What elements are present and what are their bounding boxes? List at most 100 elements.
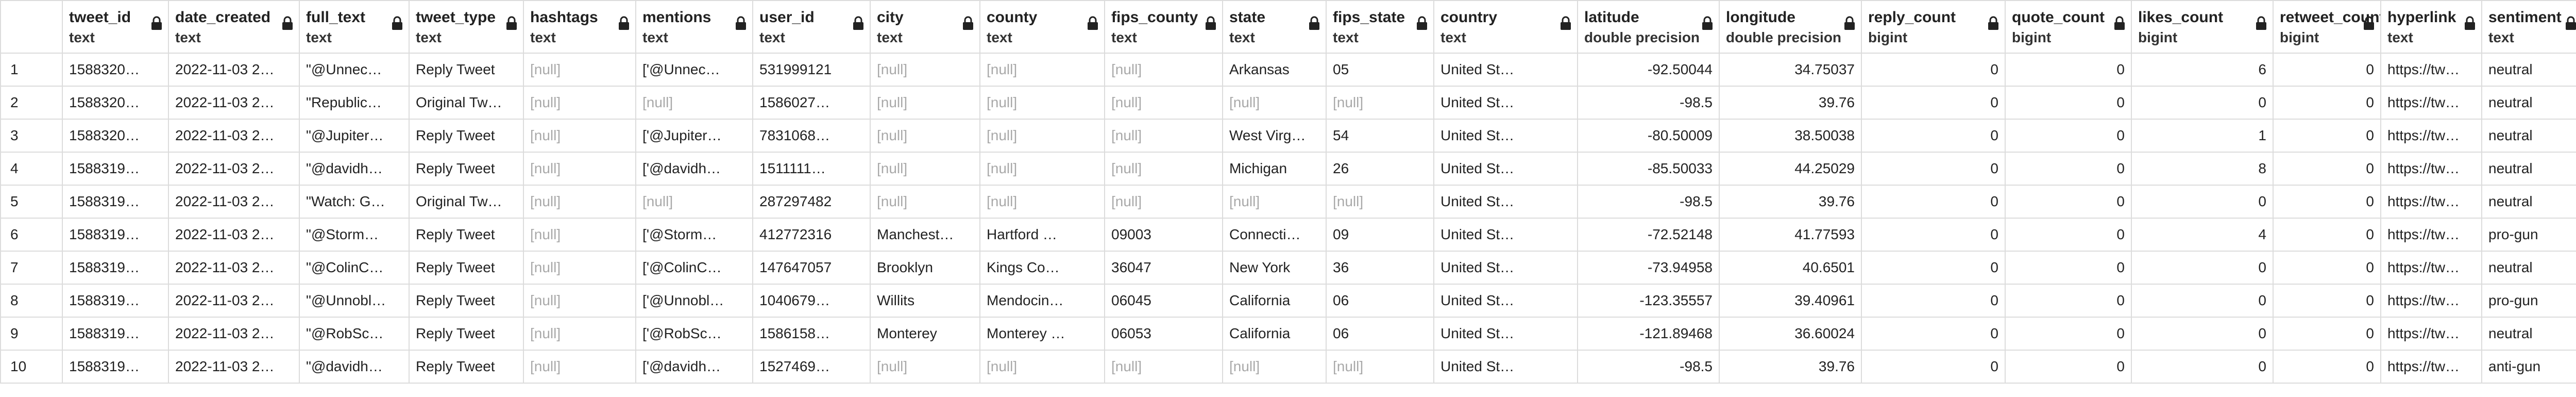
cell-latitude[interactable]: -98.5: [1577, 86, 1720, 120]
cell-full-text[interactable]: "Watch: G…: [299, 185, 410, 219]
cell-tweet-type[interactable]: Reply Tweet: [409, 218, 524, 252]
cell-tweet-id[interactable]: 1588319…: [62, 317, 169, 351]
cell-quote-count[interactable]: 0: [2005, 119, 2132, 153]
cell-state[interactable]: California: [1222, 317, 1327, 351]
cell-city[interactable]: [null]: [870, 53, 980, 87]
column-header-quote-count[interactable]: quote_count bigint: [2005, 0, 2132, 54]
table-row[interactable]: 8 1588319… 2022-11-03 2… "@Unnobl… Reply Twe…: [0, 284, 2576, 318]
table-row[interactable]: 9 1588319… 2022-11-03 2… "@RobSc… Reply Twee…: [0, 317, 2576, 351]
cell-mentions[interactable]: ['@Unnec…: [635, 53, 753, 87]
row-number[interactable]: 9: [0, 317, 63, 351]
cell-date-created[interactable]: 2022-11-03 2…: [168, 185, 300, 219]
cell-fips-county[interactable]: [null]: [1104, 53, 1223, 87]
cell-retweet-counts[interactable]: 0: [2273, 119, 2381, 153]
cell-city[interactable]: Monterey: [870, 317, 980, 351]
cell-sentiment[interactable]: neutral: [2481, 86, 2576, 120]
cell-county[interactable]: Monterey …: [979, 317, 1105, 351]
table-row[interactable]: 1 1588320… 2022-11-03 2… "@Unnec… Reply Twee…: [0, 53, 2576, 87]
cell-retweet-counts[interactable]: 0: [2273, 86, 2381, 120]
cell-retweet-counts[interactable]: 0: [2273, 317, 2381, 351]
column-header-user-id[interactable]: user_id text: [752, 0, 871, 54]
cell-mentions[interactable]: [null]: [635, 86, 753, 120]
cell-tweet-type[interactable]: Reply Tweet: [409, 251, 524, 285]
cell-county[interactable]: [null]: [979, 152, 1105, 186]
row-number[interactable]: 10: [0, 350, 63, 384]
cell-latitude[interactable]: -98.5: [1577, 350, 1720, 384]
table-row[interactable]: 7 1588319… 2022-11-03 2… "@ColinC… Reply Twe…: [0, 251, 2576, 285]
cell-state[interactable]: [null]: [1222, 185, 1327, 219]
cell-country[interactable]: United St…: [1433, 185, 1578, 219]
cell-hyperlink[interactable]: https://tw…: [2380, 218, 2482, 252]
cell-sentiment[interactable]: neutral: [2481, 251, 2576, 285]
cell-reply-count[interactable]: 0: [1861, 350, 2006, 384]
cell-likes-count[interactable]: 4: [2131, 218, 2274, 252]
cell-date-created[interactable]: 2022-11-03 2…: [168, 218, 300, 252]
cell-quote-count[interactable]: 0: [2005, 86, 2132, 120]
column-header-tweet-id[interactable]: tweet_id text: [62, 0, 169, 54]
column-header-retweet-counts[interactable]: retweet_countsbigint: [2273, 0, 2381, 54]
cell-fips-county[interactable]: 06053: [1104, 317, 1223, 351]
cell-latitude[interactable]: -85.50033: [1577, 152, 1720, 186]
cell-reply-count[interactable]: 0: [1861, 185, 2006, 219]
cell-country[interactable]: United St…: [1433, 251, 1578, 285]
cell-quote-count[interactable]: 0: [2005, 218, 2132, 252]
cell-city[interactable]: [null]: [870, 86, 980, 120]
row-number[interactable]: 7: [0, 251, 63, 285]
cell-city[interactable]: [null]: [870, 185, 980, 219]
cell-longitude[interactable]: 39.76: [1719, 86, 1862, 120]
cell-hashtags[interactable]: [null]: [523, 53, 636, 87]
cell-latitude[interactable]: -121.89468: [1577, 317, 1720, 351]
cell-fips-state[interactable]: 06: [1326, 317, 1434, 351]
cell-sentiment[interactable]: anti-gun: [2481, 350, 2576, 384]
cell-full-text[interactable]: "@Jupiter…: [299, 119, 410, 153]
cell-date-created[interactable]: 2022-11-03 2…: [168, 317, 300, 351]
cell-reply-count[interactable]: 0: [1861, 218, 2006, 252]
cell-country[interactable]: United St…: [1433, 119, 1578, 153]
cell-tweet-id[interactable]: 1588319…: [62, 350, 169, 384]
cell-reply-count[interactable]: 0: [1861, 251, 2006, 285]
cell-full-text[interactable]: "@Unnec…: [299, 53, 410, 87]
cell-longitude[interactable]: 44.25029: [1719, 152, 1862, 186]
cell-sentiment[interactable]: neutral: [2481, 53, 2576, 87]
cell-full-text[interactable]: "Republic…: [299, 86, 410, 120]
cell-country[interactable]: United St…: [1433, 152, 1578, 186]
cell-hashtags[interactable]: [null]: [523, 317, 636, 351]
column-header-hashtags[interactable]: hashtags text: [523, 0, 636, 54]
cell-state[interactable]: Michigan: [1222, 152, 1327, 186]
cell-retweet-counts[interactable]: 0: [2273, 251, 2381, 285]
cell-mentions[interactable]: ['@Jupiter…: [635, 119, 753, 153]
cell-user-id[interactable]: 1586027…: [752, 86, 871, 120]
cell-quote-count[interactable]: 0: [2005, 284, 2132, 318]
cell-retweet-counts[interactable]: 0: [2273, 53, 2381, 87]
column-header-city[interactable]: city text: [870, 0, 980, 54]
cell-mentions[interactable]: ['@davidh…: [635, 350, 753, 384]
cell-date-created[interactable]: 2022-11-03 2…: [168, 152, 300, 186]
cell-hashtags[interactable]: [null]: [523, 251, 636, 285]
cell-sentiment[interactable]: neutral: [2481, 185, 2576, 219]
cell-full-text[interactable]: "@RobSc…: [299, 317, 410, 351]
row-number-header[interactable]: [0, 0, 63, 54]
cell-latitude[interactable]: -72.52148: [1577, 218, 1720, 252]
cell-fips-state[interactable]: [null]: [1326, 350, 1434, 384]
cell-likes-count[interactable]: 6: [2131, 53, 2274, 87]
cell-county[interactable]: Mendocin…: [979, 284, 1105, 318]
cell-hyperlink[interactable]: https://tw…: [2380, 317, 2482, 351]
cell-likes-count[interactable]: 0: [2131, 317, 2274, 351]
cell-likes-count[interactable]: 0: [2131, 350, 2274, 384]
cell-fips-state[interactable]: 09: [1326, 218, 1434, 252]
cell-likes-count[interactable]: 0: [2131, 251, 2274, 285]
cell-country[interactable]: United St…: [1433, 317, 1578, 351]
cell-fips-state[interactable]: 26: [1326, 152, 1434, 186]
cell-country[interactable]: United St…: [1433, 218, 1578, 252]
cell-longitude[interactable]: 36.60024: [1719, 317, 1862, 351]
column-header-likes-count[interactable]: likes_count bigint: [2131, 0, 2274, 54]
cell-retweet-counts[interactable]: 0: [2273, 152, 2381, 186]
cell-longitude[interactable]: 39.76: [1719, 185, 1862, 219]
cell-latitude[interactable]: -123.35557: [1577, 284, 1720, 318]
row-number[interactable]: 6: [0, 218, 63, 252]
cell-tweet-type[interactable]: Reply Tweet: [409, 119, 524, 153]
cell-longitude[interactable]: 39.40961: [1719, 284, 1862, 318]
column-header-fips-county[interactable]: fips_county text: [1104, 0, 1223, 54]
cell-country[interactable]: United St…: [1433, 53, 1578, 87]
cell-county[interactable]: [null]: [979, 185, 1105, 219]
